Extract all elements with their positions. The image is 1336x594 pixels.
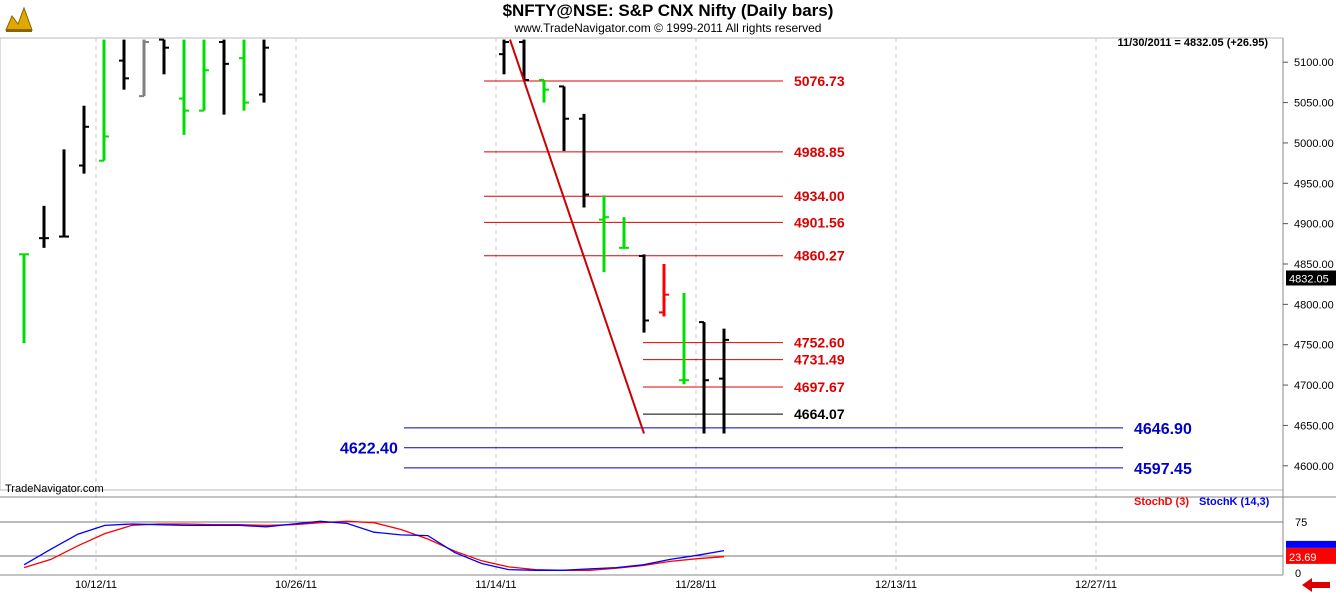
- y-tick-label: 4750.00: [1294, 340, 1334, 352]
- stoch-series-line: [23, 520, 725, 571]
- level-label: 4934.00: [794, 188, 845, 204]
- ohlc-bar: [519, 39, 529, 81]
- ohlc-bar: [239, 39, 249, 111]
- trade-navigator-logo-icon: [2, 2, 36, 36]
- ohlc-bar: [499, 39, 509, 75]
- y-tick-label: 4700.00: [1294, 380, 1334, 392]
- level-label: 4988.85: [794, 144, 845, 160]
- level-label: 4731.49: [794, 352, 845, 368]
- chart-title: $NFTY@NSE: S&P CNX Nifty (Daily bars): [502, 1, 834, 20]
- y-tick-label: 4600.00: [1294, 461, 1334, 473]
- x-tick-label: 10/12/11: [75, 579, 117, 591]
- ohlc-bar: [139, 39, 149, 98]
- y-tick-label: 4650.00: [1294, 420, 1334, 432]
- x-tick-label: 11/28/11: [675, 579, 716, 591]
- y-tick-label: 5050.00: [1294, 98, 1334, 110]
- ohlc-bar: [579, 113, 589, 208]
- watermark-label: TradeNavigator.com: [5, 483, 104, 495]
- level-label: 4697.67: [794, 379, 845, 395]
- level-label: 5076.73: [794, 73, 845, 89]
- last-price-label: 4832.05: [1289, 273, 1329, 285]
- y-tick-label: 5000.00: [1294, 138, 1334, 150]
- ohlc-bar: [679, 293, 689, 385]
- ohlc-bar: [19, 253, 29, 344]
- ohlc-bar: [219, 39, 229, 115]
- ohlc-bar: [119, 39, 129, 90]
- ohlc-bar: [79, 105, 89, 174]
- ohlc-bar: [559, 85, 569, 151]
- ohlc-bar: [639, 254, 649, 333]
- stoch-tick-label: 75: [1295, 517, 1307, 529]
- trendline: [509, 39, 645, 434]
- y-tick-label: 5100.00: [1294, 57, 1334, 69]
- stoch-tick-label: 0: [1295, 568, 1301, 580]
- stoch-series-line: [23, 520, 725, 571]
- level-label: 4901.56: [794, 214, 845, 230]
- ohlc-bar: [699, 321, 709, 434]
- ohlc-bar: [39, 205, 49, 248]
- y-tick-label: 4850.00: [1294, 259, 1334, 271]
- stoch-last-value-box: [1286, 547, 1336, 564]
- last-price-box: [1286, 270, 1336, 286]
- ohlc-bar: [659, 264, 669, 317]
- y-tick-label: 4800.00: [1294, 299, 1334, 311]
- price-plot-area: [0, 37, 1284, 491]
- level-label: 4752.60: [794, 335, 845, 351]
- ohlc-bar: [99, 39, 109, 162]
- stoch-last-value-label: 23.69: [1289, 552, 1317, 564]
- arrow-shape: [1302, 578, 1330, 592]
- y-tick-label: 4950.00: [1294, 178, 1334, 190]
- level-label: 4664.07: [794, 406, 845, 422]
- level-label: 4597.45: [1134, 461, 1192, 478]
- stoch-k-marker: [1286, 540, 1336, 548]
- y-tick-label: 4900.00: [1294, 219, 1334, 231]
- ohlc-bar: [159, 38, 169, 75]
- stoch-k-legend: StochK (14,3): [1199, 496, 1270, 508]
- ohlc-bar: [199, 39, 209, 112]
- level-label: 4646.90: [1134, 421, 1192, 438]
- ohlc-bar: [179, 39, 189, 135]
- ohlc-bar: [539, 78, 549, 103]
- stoch-d-legend: StochD (3): [1134, 496, 1189, 508]
- x-tick-label: 11/14/11: [475, 579, 516, 591]
- ohlc-bar: [599, 195, 609, 273]
- x-tick-label: 10/26/11: [275, 579, 317, 591]
- x-tick-label: 12/27/11: [1075, 579, 1117, 591]
- ohlc-bar: [719, 328, 729, 434]
- level-label: 4622.40: [340, 441, 398, 458]
- ohlc-bar: [59, 149, 69, 238]
- level-label: 4860.27: [794, 248, 845, 264]
- x-tick-label: 12/13/11: [875, 579, 917, 591]
- ohlc-bar: [619, 217, 629, 249]
- price-readout: 11/30/2011 = 4832.05 (+26.95): [1118, 37, 1269, 49]
- ohlc-bar: [259, 39, 269, 103]
- scroll-right-arrow-icon[interactable]: [1300, 578, 1332, 592]
- copyright-line: www.TradeNavigator.com © 1999-2011 All r…: [514, 21, 822, 35]
